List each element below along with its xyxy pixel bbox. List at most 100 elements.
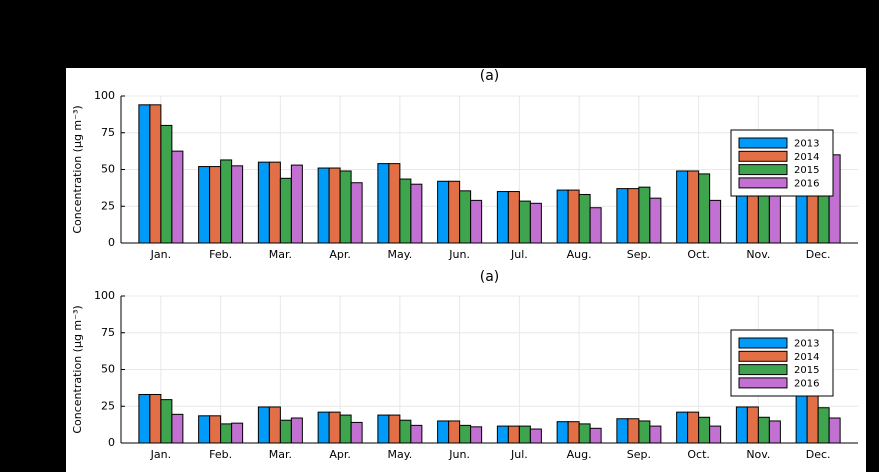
bar — [149, 104, 162, 244]
y-tick-label: 0 — [108, 436, 115, 449]
x-tick-label: Jul. — [510, 448, 528, 461]
x-tick-label: May. — [388, 448, 413, 461]
bar — [399, 178, 412, 244]
bar — [470, 426, 483, 444]
bar — [676, 411, 689, 444]
bar — [448, 180, 461, 244]
y-tick-label: 50 — [101, 163, 115, 176]
legend-label: 2014 — [794, 152, 819, 163]
bar — [698, 173, 711, 244]
bar — [231, 165, 244, 244]
bar — [437, 180, 450, 244]
chart-title: (a) — [480, 68, 500, 84]
bar — [328, 167, 341, 244]
bar — [746, 406, 759, 444]
bar — [388, 163, 401, 244]
x-tick-label: Jun. — [448, 248, 470, 261]
legend-label: 2013 — [794, 339, 819, 350]
bar — [627, 188, 640, 244]
bar — [529, 428, 542, 444]
y-tick-label: 100 — [94, 89, 115, 102]
bar — [290, 164, 303, 244]
x-tick-label: Jan. — [150, 248, 171, 261]
legend-swatch — [738, 364, 788, 376]
bar — [518, 200, 531, 244]
x-tick-label: Oct. — [687, 248, 710, 261]
legend-label: 2013 — [794, 139, 819, 150]
bar — [279, 177, 292, 244]
x-tick-label: Aug. — [567, 448, 592, 461]
x-tick-label: Sep. — [627, 248, 651, 261]
bar — [220, 159, 233, 244]
bar — [209, 166, 222, 244]
bar — [735, 406, 748, 444]
bar — [339, 414, 352, 444]
x-tick-label: Mar. — [269, 448, 292, 461]
y-tick-label: 25 — [101, 199, 115, 212]
x-tick-label: Dec. — [806, 448, 831, 461]
bar — [198, 166, 211, 244]
bar — [567, 421, 580, 444]
bar — [339, 170, 352, 244]
legend-swatch — [738, 137, 788, 149]
bar — [171, 413, 184, 444]
bar — [328, 411, 341, 444]
x-tick-label: Oct. — [687, 448, 710, 461]
x-tick-label: May. — [388, 248, 413, 261]
x-tick-label: Mar. — [269, 248, 292, 261]
bar — [638, 186, 651, 244]
bar — [676, 170, 689, 244]
bar — [507, 191, 520, 244]
x-tick-label: Apr. — [329, 248, 351, 261]
bar — [589, 427, 602, 444]
bar — [279, 419, 292, 444]
bar — [768, 420, 781, 444]
legend-swatch — [738, 177, 788, 189]
bar — [698, 416, 711, 444]
x-tick-label: Dec. — [806, 248, 831, 261]
bar — [556, 421, 569, 444]
bar — [589, 207, 602, 244]
bar — [709, 425, 722, 444]
bar — [470, 199, 483, 244]
bar — [496, 191, 509, 244]
y-axis-label: Concentration (μg m⁻³) — [71, 305, 84, 433]
bar — [496, 425, 509, 444]
legend-swatch — [738, 150, 788, 162]
bar — [459, 190, 472, 244]
bar — [687, 411, 700, 444]
legend-swatch — [738, 377, 788, 389]
bar — [448, 420, 461, 444]
bar — [806, 391, 819, 444]
y-tick-label: 100 — [94, 289, 115, 302]
bar — [410, 424, 423, 444]
bar — [649, 197, 662, 244]
bar — [578, 193, 591, 244]
legend-label: 2016 — [794, 378, 819, 389]
x-tick-label: Feb. — [209, 448, 232, 461]
legend-label: 2015 — [794, 365, 819, 376]
bar — [257, 161, 270, 244]
x-tick-label: Jun. — [448, 448, 470, 461]
bar — [317, 167, 330, 244]
bar — [795, 391, 808, 444]
bar — [709, 199, 722, 244]
bar — [459, 424, 472, 444]
x-tick-label: Nov. — [746, 248, 770, 261]
bar — [198, 415, 211, 444]
bar — [687, 170, 700, 244]
chart-title: (a) — [480, 269, 500, 285]
bar — [388, 414, 401, 444]
legend-label: 2015 — [794, 165, 819, 176]
bar — [410, 183, 423, 244]
legend-label: 2016 — [794, 178, 819, 189]
x-tick-label: Jan. — [150, 448, 171, 461]
bar — [171, 150, 184, 244]
x-tick-label: Nov. — [746, 448, 770, 461]
x-tick-label: Aug. — [567, 248, 592, 261]
bar — [567, 189, 580, 244]
bar — [268, 161, 281, 244]
bar — [556, 189, 569, 244]
bar — [290, 417, 303, 444]
